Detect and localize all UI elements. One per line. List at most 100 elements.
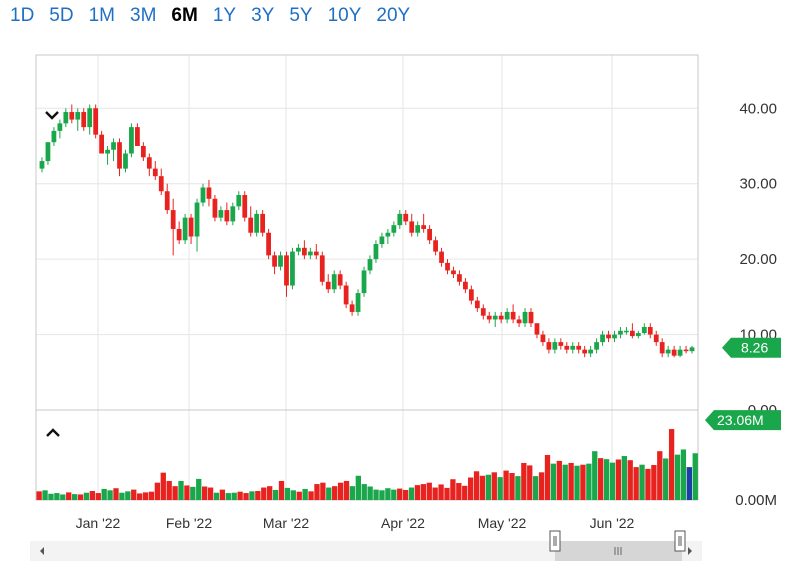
candle-body bbox=[594, 342, 599, 350]
period-1m[interactable]: 1M bbox=[88, 5, 115, 26]
date-tick-label: Jan '22 bbox=[76, 515, 121, 531]
candle bbox=[194, 198, 200, 252]
candle-body bbox=[629, 330, 635, 337]
volume-bar bbox=[668, 429, 675, 500]
range-right-handle[interactable] bbox=[674, 530, 686, 552]
collapse-volume-toggle[interactable] bbox=[46, 428, 60, 437]
volume-bar bbox=[509, 473, 515, 500]
candle bbox=[451, 266, 456, 278]
candle bbox=[498, 311, 504, 324]
candle-body bbox=[284, 255, 289, 286]
candle bbox=[689, 345, 695, 354]
chevron-down-icon[interactable] bbox=[45, 111, 59, 120]
volume-bar bbox=[391, 489, 397, 500]
candle bbox=[140, 142, 146, 162]
volume-bar bbox=[261, 487, 267, 500]
candle bbox=[337, 270, 343, 290]
candle-body bbox=[129, 127, 134, 154]
collapse-price-toggle[interactable] bbox=[45, 111, 59, 120]
candle bbox=[206, 179, 212, 207]
period-1d[interactable]: 1D bbox=[10, 5, 35, 26]
candle-body bbox=[600, 334, 605, 343]
volume-bar bbox=[326, 487, 332, 500]
volume-bar bbox=[166, 480, 172, 500]
period-10y[interactable]: 10Y bbox=[327, 5, 362, 26]
volume-bar bbox=[178, 480, 184, 500]
volume-bar bbox=[83, 492, 90, 500]
volume-bar bbox=[131, 489, 137, 500]
volume-bar bbox=[639, 464, 645, 500]
scroll-right-arrow-icon[interactable] bbox=[688, 547, 692, 555]
volume-bar bbox=[278, 480, 285, 500]
chevron-up-icon[interactable] bbox=[46, 428, 60, 437]
candle bbox=[343, 281, 349, 309]
volume-bar bbox=[284, 487, 291, 500]
candle-body bbox=[635, 333, 641, 337]
period-3m[interactable]: 3M bbox=[130, 5, 157, 26]
candle bbox=[248, 206, 254, 237]
candle bbox=[486, 311, 492, 324]
candle-body bbox=[236, 195, 242, 207]
volume-bar bbox=[337, 482, 344, 500]
candle bbox=[39, 157, 45, 173]
candle-body bbox=[451, 270, 456, 275]
range-left-handle[interactable] bbox=[549, 530, 561, 552]
volume-bar bbox=[66, 492, 72, 500]
price-tick-label: 40.00 bbox=[739, 100, 777, 117]
candle-body bbox=[325, 281, 331, 290]
volume-bar bbox=[113, 488, 119, 500]
period-5d[interactable]: 5D bbox=[49, 5, 74, 26]
candle-body bbox=[194, 202, 200, 237]
navigator-scrollbar[interactable] bbox=[30, 530, 702, 561]
candle bbox=[600, 330, 605, 346]
candle-body bbox=[534, 323, 540, 335]
volume-bar bbox=[598, 458, 604, 500]
volume-bar bbox=[267, 486, 273, 500]
volume-bar bbox=[255, 491, 261, 500]
candle-body bbox=[516, 319, 522, 324]
candle bbox=[397, 210, 403, 229]
volume-bar bbox=[60, 494, 66, 500]
candle-body bbox=[397, 213, 403, 226]
volume-bar bbox=[54, 493, 60, 500]
candle-body bbox=[415, 225, 421, 233]
volume-bar bbox=[450, 479, 456, 500]
scroll-left-arrow-icon[interactable] bbox=[40, 547, 44, 555]
candle bbox=[182, 213, 188, 245]
navigator-track[interactable] bbox=[30, 541, 702, 561]
candle bbox=[51, 127, 57, 146]
volume-bar bbox=[314, 484, 320, 500]
candle-body bbox=[433, 240, 438, 252]
candle-body bbox=[468, 289, 474, 301]
candle-body bbox=[558, 342, 564, 346]
period-20y[interactable]: 20Y bbox=[376, 5, 411, 26]
date-tick-label: Feb '22 bbox=[166, 515, 212, 531]
candle bbox=[582, 345, 588, 358]
candle bbox=[254, 210, 260, 237]
volume-bar bbox=[320, 482, 326, 500]
price-badge-text: 8.26 bbox=[741, 340, 768, 356]
volume-bar bbox=[609, 462, 616, 500]
candle-body bbox=[63, 112, 69, 124]
candle bbox=[540, 330, 546, 346]
period-6m[interactable]: 6M bbox=[171, 5, 198, 26]
candle-body bbox=[182, 217, 188, 241]
volume-bar bbox=[71, 494, 78, 500]
period-3y[interactable]: 3Y bbox=[251, 5, 275, 26]
candle-body bbox=[248, 217, 254, 233]
candle-body bbox=[570, 345, 576, 350]
volume-bar bbox=[473, 471, 480, 500]
candle bbox=[129, 123, 134, 158]
period-5y[interactable]: 5Y bbox=[289, 5, 313, 26]
candle bbox=[427, 225, 433, 245]
volume-bar bbox=[160, 472, 166, 500]
volume-bar bbox=[349, 486, 356, 500]
candle bbox=[463, 277, 468, 294]
candle-body bbox=[164, 191, 170, 211]
volume-bar bbox=[674, 454, 681, 500]
volume-bar bbox=[521, 462, 527, 500]
candle-body bbox=[200, 187, 206, 203]
candle-body bbox=[391, 225, 397, 233]
period-1y[interactable]: 1Y bbox=[212, 5, 237, 26]
candle-body bbox=[522, 311, 528, 324]
